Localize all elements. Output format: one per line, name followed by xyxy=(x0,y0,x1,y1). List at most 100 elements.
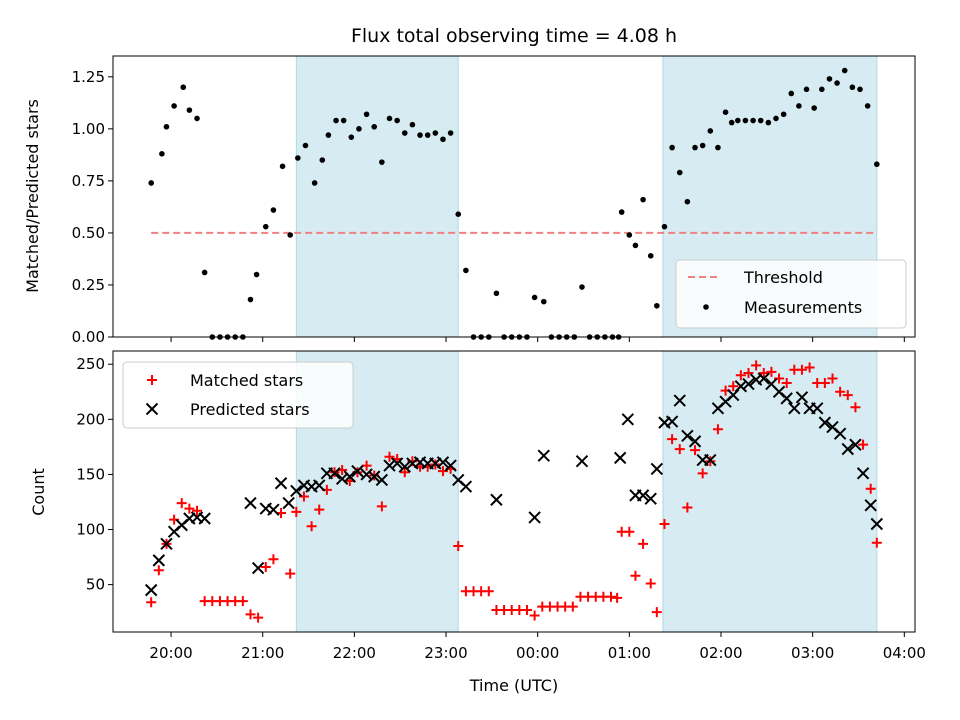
predicted-star-point xyxy=(251,561,265,575)
predicted-star-point xyxy=(274,477,288,490)
measurement-point xyxy=(424,132,431,138)
matched-star-point xyxy=(728,381,739,392)
measurement-point xyxy=(463,267,469,274)
measurement-point xyxy=(319,157,326,163)
measurement-point xyxy=(692,144,698,151)
legend-matched-swatch xyxy=(147,375,157,385)
predicted-star-point xyxy=(636,489,650,502)
predicted-star-point xyxy=(459,480,473,493)
measurement-point xyxy=(676,169,683,176)
predicted-star-point xyxy=(870,517,884,531)
measurement-point xyxy=(780,111,787,118)
matched-star-point xyxy=(361,460,372,471)
measurement-point xyxy=(417,132,423,138)
top-axes-frame xyxy=(112,55,916,338)
matched-star-point xyxy=(146,597,157,608)
matched-star-point xyxy=(865,483,876,494)
measurement-point xyxy=(148,180,154,186)
measurement-point xyxy=(409,121,416,128)
measurement-point xyxy=(363,111,370,118)
measurement-point xyxy=(371,123,378,130)
measurement-point xyxy=(788,90,795,97)
matched-star-point xyxy=(712,424,723,435)
bottom-y-tick-label: 100 xyxy=(76,521,105,539)
predicted-star-point xyxy=(742,377,755,391)
bottom-legend-box xyxy=(122,361,354,429)
measurement-point xyxy=(834,80,840,86)
predicted-star-point xyxy=(328,467,341,480)
predicted-star-point xyxy=(335,472,349,486)
measurement-point xyxy=(325,132,332,138)
bottom-legend: Matched stars Predicted stars xyxy=(122,361,354,429)
measurement-point xyxy=(728,119,735,126)
predicted-star-point xyxy=(818,416,832,429)
legend-threshold-label: Threshold xyxy=(743,268,823,287)
measurement-point xyxy=(626,232,633,238)
matched-star-point xyxy=(192,505,203,516)
predicted-star-point xyxy=(650,462,664,476)
measurement-point xyxy=(163,123,170,130)
predicted-star-point xyxy=(688,435,702,448)
predicted-star-point xyxy=(841,442,854,456)
measurement-point xyxy=(707,128,714,134)
matched-star-point xyxy=(176,498,187,509)
measurement-point xyxy=(684,198,691,205)
matched-star-point xyxy=(630,570,641,581)
top-legend-box xyxy=(675,259,907,329)
matched-star-point xyxy=(796,364,807,375)
measurement-point xyxy=(262,223,269,230)
predicted-star-point xyxy=(856,467,870,480)
predicted-star-point xyxy=(833,427,847,440)
matched-star-point xyxy=(529,610,540,621)
measurement-point xyxy=(302,142,309,149)
matched-star-point xyxy=(376,501,387,512)
predicted-star-point xyxy=(780,392,793,405)
top-panel: 0.00 0.25 0.50 0.75 1.00 1.25 Threshold Measure… xyxy=(72,55,916,346)
predicted-star-point xyxy=(436,456,450,469)
measurement-point xyxy=(757,117,764,124)
measurement-point xyxy=(618,209,625,215)
matched-star-point xyxy=(758,368,769,379)
measurement-point xyxy=(531,294,538,301)
measurement-point xyxy=(579,284,585,290)
measurement-point xyxy=(640,196,646,203)
measurement-point xyxy=(333,117,339,124)
matched-star-point xyxy=(606,591,617,602)
measurement-point xyxy=(715,144,721,151)
predicted-star-point xyxy=(644,492,657,505)
matched-star-point xyxy=(781,377,792,388)
measurement-point xyxy=(455,211,462,217)
measurement-point xyxy=(159,151,165,157)
measurement-point xyxy=(849,84,856,91)
predicted-star-point xyxy=(849,438,862,451)
predicted-star-point xyxy=(351,464,364,478)
measurement-point xyxy=(356,126,362,132)
measurement-point xyxy=(186,107,193,113)
predicted-star-point xyxy=(244,496,257,510)
top-series-measurements xyxy=(148,67,880,340)
measurement-point xyxy=(270,207,277,213)
legend-predicted-label: Predicted stars xyxy=(190,400,310,419)
matched-star-point xyxy=(567,601,578,612)
x-tick-label: 04:00 xyxy=(883,644,926,662)
x-tick-label: 23:00 xyxy=(424,644,467,662)
predicted-star-point xyxy=(398,460,411,473)
bottom-y-tick-label: 150 xyxy=(76,465,105,483)
measurement-point xyxy=(826,76,833,82)
measurement-point xyxy=(311,180,318,186)
legend-measurements-swatch xyxy=(703,304,709,310)
matched-star-point xyxy=(184,503,195,514)
measurement-point xyxy=(253,271,260,278)
matched-star-point xyxy=(521,604,532,615)
predicted-star-point xyxy=(788,402,801,415)
x-tick-label: 21:00 xyxy=(241,644,284,662)
matched-star-point xyxy=(314,504,325,515)
matched-star-point xyxy=(253,612,264,623)
measurement-point xyxy=(742,117,749,124)
measurement-point xyxy=(540,298,547,305)
x-axis-label: Time (UTC) xyxy=(469,676,558,695)
matched-star-point xyxy=(690,445,701,456)
matched-star-point xyxy=(819,377,830,388)
matched-star-point xyxy=(399,467,410,478)
